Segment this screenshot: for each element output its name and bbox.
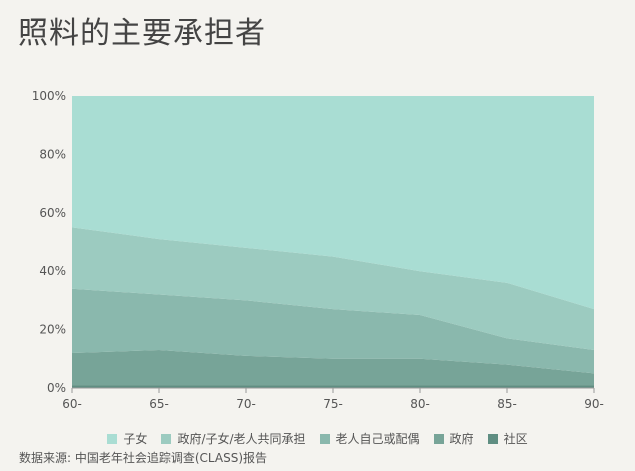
y-tick-label: 60%: [39, 206, 66, 220]
legend-item: 社区: [487, 430, 528, 447]
y-tick-label: 40%: [39, 264, 66, 278]
y-tick-label: 0%: [47, 381, 66, 395]
legend-item: 子女: [107, 430, 147, 447]
legend-swatch: [433, 433, 444, 444]
area-series-5: [72, 385, 594, 388]
legend-item: 老人自己或配偶: [319, 430, 420, 447]
x-tick-label: 70-: [236, 397, 256, 411]
x-tick-label: 90-: [584, 397, 604, 411]
legend-label: 老人自己或配偶: [335, 432, 420, 446]
area-series-4: [72, 350, 594, 386]
x-tick-label: 75-: [323, 397, 343, 411]
y-tick-label: 100%: [32, 89, 66, 103]
legend-label: 子女: [123, 432, 148, 446]
chart-legend: 子女 政府/子女/老人共同承担 老人自己或配偶 政府 社区: [0, 430, 635, 447]
legend-label: 社区: [503, 432, 528, 446]
legend-swatch: [487, 433, 498, 444]
area-series-1: [72, 96, 594, 310]
stacked-area-chart: 0% 20% 40% 60% 80% 100% 60- 65- 70- 75- 80- 85- 90-: [32, 89, 604, 411]
y-tick-label: 20%: [39, 323, 66, 337]
y-tick-label: 80%: [39, 147, 66, 161]
x-tick-label: 65-: [149, 397, 169, 411]
area-series-3: [72, 288, 594, 374]
legend-item: 政府/子女/老人共同承担: [161, 430, 306, 447]
chart-title: 照料的主要承担者: [18, 16, 266, 51]
legend-item: 政府: [433, 430, 474, 447]
x-tick-label: 80-: [410, 397, 430, 411]
legend-label: 政府/子女/老人共同承担: [177, 432, 306, 446]
x-tick-label: 60-: [62, 397, 82, 411]
legend-swatch: [161, 433, 172, 444]
data-source-note: 数据来源: 中国老年社会追踪调查(CLASS)报告: [19, 451, 268, 465]
legend-label: 政府: [449, 432, 474, 446]
area-series-2: [72, 227, 594, 351]
legend-swatch: [107, 433, 118, 444]
legend-swatch: [319, 433, 330, 444]
x-tick-label: 85-: [497, 397, 517, 411]
